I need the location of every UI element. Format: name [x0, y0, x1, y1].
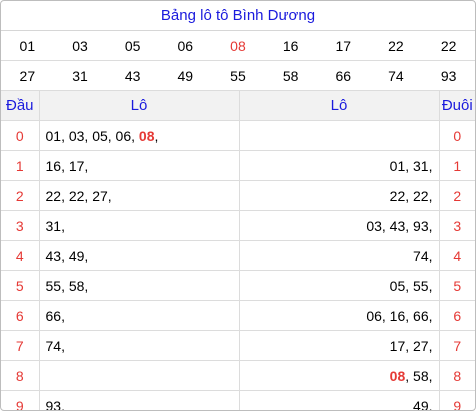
table-row: 3 31, 03, 43, 93, 3 — [1, 210, 475, 241]
duoi-cell: 9 — [439, 390, 475, 410]
duoi-cell: 3 — [439, 210, 475, 241]
number-cell: 93 — [422, 60, 475, 91]
lo-to-table: Đầu Lô Lô Đuôi 0 01, 03, 05, 06, 08, 0 1 16,… — [1, 91, 475, 410]
lo-left-cell: 22, 22, 27, — [39, 180, 240, 211]
header-duoi: Đuôi — [439, 91, 475, 121]
table-row: 0 01, 03, 05, 06, 08, 0 — [1, 120, 475, 151]
table-row: 6 66, 06, 16, 66, 6 — [1, 300, 475, 331]
number-cell: 66 — [316, 60, 370, 91]
number-cell: 22 — [369, 31, 423, 61]
lo-left-cell: 93, — [39, 390, 240, 410]
duoi-cell: 0 — [439, 120, 475, 151]
duoi-cell: 6 — [439, 300, 475, 331]
table-row: 9 93, 49, 9 — [1, 390, 475, 410]
lo-left-cell: 31, — [39, 210, 240, 241]
number-cell: 16 — [264, 31, 317, 61]
lo-left-cell: 74, — [39, 330, 240, 361]
number-cell: 06 — [158, 31, 212, 61]
dau-cell: 1 — [1, 150, 40, 181]
table-row: 1 16, 17, 01, 31, 1 — [1, 150, 475, 181]
lo-left-cell: 55, 58, — [39, 270, 240, 301]
number-cell: 58 — [264, 60, 317, 91]
table-row: 8 08, 58, 8 — [1, 360, 475, 391]
lo-right-cell: 17, 27, — [239, 330, 440, 361]
board-title: Bảng lô tô Bình Dương — [1, 1, 475, 31]
lo-right-cell: 03, 43, 93, — [239, 210, 440, 241]
number-cell: 31 — [53, 60, 107, 91]
lo-right-cell: 05, 55, — [239, 270, 440, 301]
number-cell: 74 — [369, 60, 423, 91]
number-cell: 43 — [106, 60, 159, 91]
duoi-cell: 1 — [439, 150, 475, 181]
header-dau: Đầu — [1, 91, 40, 121]
number-cell: 01 — [1, 31, 54, 61]
lo-left-cell: 16, 17, — [39, 150, 240, 181]
duoi-cell: 4 — [439, 240, 475, 271]
dau-cell: 8 — [1, 360, 40, 391]
lo-right-cell: 06, 16, 66, — [239, 300, 440, 331]
number-cell: 08 — [211, 31, 265, 61]
number-cell: 22 — [422, 31, 475, 61]
number-cell: 55 — [211, 60, 265, 91]
lo-right-cell: 74, — [239, 240, 440, 271]
header-lo-left: Lô — [39, 91, 240, 121]
dau-cell: 0 — [1, 120, 40, 151]
dau-cell: 7 — [1, 330, 40, 361]
lo-left-cell: 66, — [39, 300, 240, 331]
lo-right-cell: 08, 58, — [239, 360, 440, 391]
numbers-table: 01 03 05 06 08 16 17 22 22 27 31 43 49 55 58 66 74 93 — [1, 31, 475, 91]
table-row: 7 74, 17, 27, 7 — [1, 330, 475, 361]
table-row: 4 43, 49, 74, 4 — [1, 240, 475, 271]
lo-left-cell: 43, 49, — [39, 240, 240, 271]
dau-cell: 4 — [1, 240, 40, 271]
number-cell: 03 — [53, 31, 107, 61]
duoi-cell: 2 — [439, 180, 475, 211]
duoi-cell: 7 — [439, 330, 475, 361]
number-cell: 27 — [1, 60, 54, 91]
duoi-cell: 5 — [439, 270, 475, 301]
dau-cell: 3 — [1, 210, 40, 241]
lo-left-cell: 01, 03, 05, 06, 08, — [39, 120, 240, 151]
header-lo-right: Lô — [239, 91, 440, 121]
number-cell: 05 — [106, 31, 159, 61]
dau-cell: 6 — [1, 300, 40, 331]
highlight-number: 08 — [138, 127, 155, 144]
table-row: 5 55, 58, 05, 55, 5 — [1, 270, 475, 301]
table-row: 2 22, 22, 27, 22, 22, 2 — [1, 180, 475, 211]
number-cell: 49 — [158, 60, 212, 91]
number-cell: 17 — [316, 31, 370, 61]
lo-left-cell — [39, 360, 240, 391]
dau-cell: 9 — [1, 390, 40, 410]
numbers-row: 01 03 05 06 08 16 17 22 22 — [1, 31, 475, 61]
lo-right-cell — [239, 120, 440, 151]
lo-right-cell: 49, — [239, 390, 440, 410]
highlight-number: 08 — [389, 367, 406, 384]
dau-cell: 5 — [1, 270, 40, 301]
numbers-row: 27 31 43 49 55 58 66 74 93 — [1, 60, 475, 91]
lo-right-cell: 01, 31, — [239, 150, 440, 181]
duoi-cell: 8 — [439, 360, 475, 391]
dau-cell: 2 — [1, 180, 40, 211]
lo-right-cell: 22, 22, — [239, 180, 440, 211]
table-header-row: Đầu Lô Lô Đuôi — [1, 91, 475, 121]
